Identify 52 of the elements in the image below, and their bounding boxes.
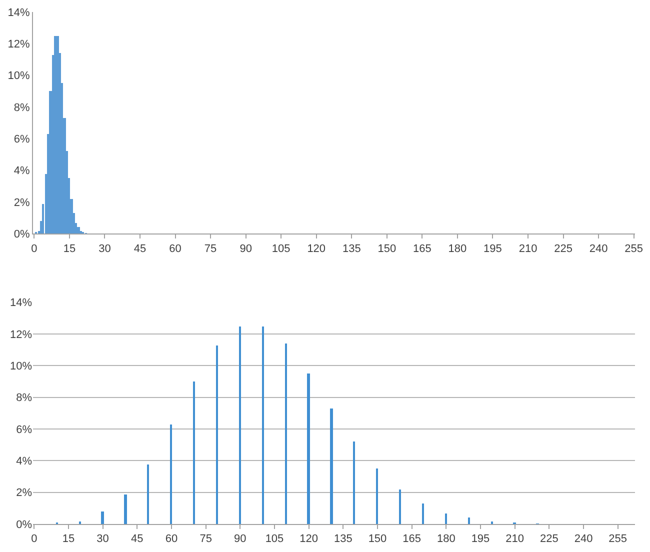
y-tick-label: 10% (10, 360, 32, 372)
x-tick-label: 120 (307, 242, 326, 255)
y-tick-label: 8% (14, 102, 30, 114)
x-tick-label: 0 (31, 533, 38, 546)
x-tick-label: 195 (471, 533, 490, 546)
x-tick-label: 75 (200, 533, 212, 546)
x-tick-label: 225 (540, 533, 558, 546)
y-tick-label: 0% (14, 228, 30, 241)
x-tick-label: 165 (413, 242, 432, 255)
y-tick-label: 4% (14, 165, 30, 178)
y-tick-label: 6% (14, 134, 30, 146)
y-tick-label: 12% (8, 38, 30, 51)
x-tick-label: 210 (506, 533, 524, 546)
x-tick-label: 15 (62, 533, 75, 546)
x-tick-label: 240 (574, 533, 593, 546)
x-tick-label: 90 (234, 533, 246, 546)
x-tick-label: 75 (204, 242, 217, 255)
y-tick-label: 8% (16, 392, 32, 404)
y-tick-label: 4% (16, 456, 32, 468)
x-tick-label: 195 (484, 242, 502, 255)
x-tick-label: 105 (265, 533, 284, 546)
y-tick-label: 6% (16, 424, 32, 436)
x-tick-label: 30 (98, 242, 111, 255)
x-tick-label: 180 (436, 533, 456, 546)
x-tick-label: 0 (31, 242, 38, 255)
x-tick-label: 165 (402, 533, 422, 546)
x-tick-label: 15 (63, 242, 76, 255)
x-tick-label: 255 (624, 242, 643, 255)
x-tick-label: 180 (448, 242, 467, 255)
x-tick-label: 135 (334, 533, 352, 546)
x-tick-label: 60 (169, 242, 182, 255)
y-tick-label: 10% (8, 70, 30, 82)
x-tick-label: 45 (131, 533, 144, 546)
x-tick-label: 105 (272, 242, 290, 255)
x-tick-label: 90 (240, 242, 252, 255)
y-tick-label: 0% (16, 518, 32, 531)
x-tick-label: 150 (378, 242, 396, 255)
y-tick-label: 12% (10, 328, 32, 341)
x-tick-label: 30 (96, 533, 109, 546)
x-tick-label: 255 (608, 533, 628, 546)
y-tick-label: 14% (8, 6, 30, 19)
x-tick-label: 135 (342, 242, 361, 255)
x-tick-label: 60 (165, 533, 178, 546)
y-tick-label: 14% (10, 297, 32, 310)
x-tick-label: 210 (518, 242, 538, 255)
x-tick-label: 240 (589, 242, 608, 255)
x-tick-label: 150 (368, 533, 387, 546)
y-tick-label: 2% (16, 487, 32, 500)
x-tick-label: 120 (300, 533, 318, 546)
x-tick-label: 45 (134, 242, 146, 255)
x-tick-label: 225 (554, 242, 572, 255)
y-tick-label: 2% (14, 196, 30, 209)
